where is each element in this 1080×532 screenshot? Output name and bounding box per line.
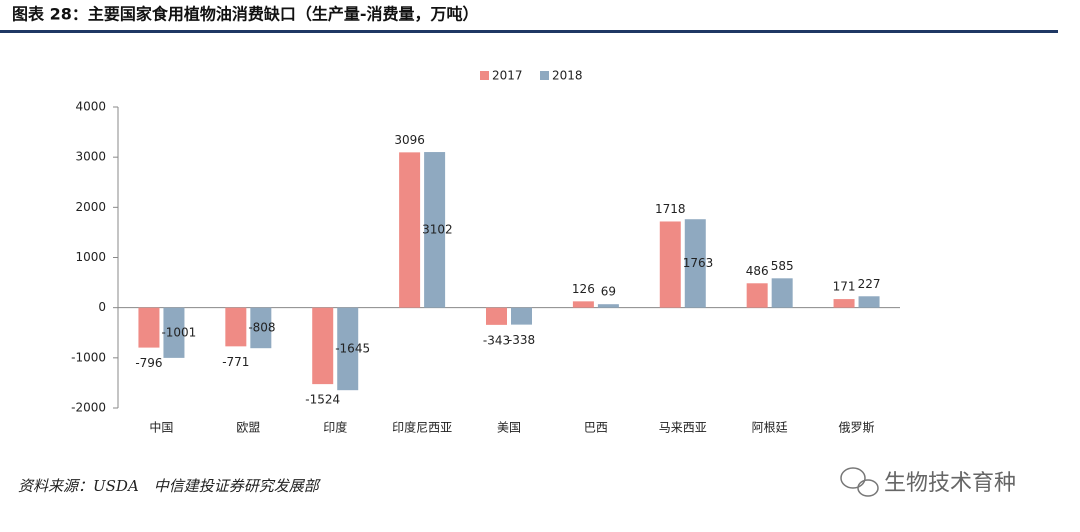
- bar: [424, 152, 446, 308]
- bar: [511, 307, 532, 325]
- legend-label: 2018: [552, 69, 583, 83]
- bar: [659, 221, 681, 308]
- watermark: 生物技术育种: [884, 471, 1016, 496]
- x-tick-label: 马来西亚: [659, 421, 707, 435]
- y-tick-label: -1000: [71, 350, 106, 364]
- x-tick-label: 印度: [323, 420, 347, 435]
- data-label: -338: [508, 333, 535, 347]
- data-label: 486: [746, 264, 769, 278]
- data-label: 69: [601, 285, 616, 299]
- watermark-icon: [840, 467, 879, 497]
- data-label: 227: [858, 277, 881, 291]
- x-tick-label: 印度尼西亚: [392, 420, 452, 435]
- bar: [572, 301, 594, 308]
- chart-title: 图表 28：主要国家食用植物油消费缺口（生产量-消费量，万吨）: [12, 5, 478, 24]
- bar: [399, 152, 421, 308]
- source-note: 资料来源：USDA 中信建投证券研究发展部: [18, 477, 322, 495]
- bar: [597, 304, 619, 308]
- x-tick-label: 美国: [497, 421, 521, 435]
- data-label: 3096: [394, 133, 425, 147]
- title-rule: [0, 30, 1058, 33]
- bar: [684, 219, 706, 308]
- data-label: -1645: [335, 341, 370, 355]
- data-label: -343: [483, 333, 510, 347]
- data-label: 1763: [683, 256, 714, 270]
- bar: [138, 307, 160, 348]
- data-label: 126: [572, 282, 595, 296]
- data-label: 3102: [422, 222, 453, 236]
- x-tick-label: 俄罗斯: [839, 421, 875, 435]
- data-label: -1524: [305, 393, 340, 407]
- y-tick-label: 1000: [75, 250, 106, 264]
- bar: [486, 307, 507, 325]
- bar: [833, 299, 855, 308]
- bar: [312, 307, 334, 385]
- bar: [250, 307, 272, 349]
- x-tick-label: 巴西: [584, 421, 608, 435]
- data-label: 1718: [655, 202, 686, 216]
- bar: [163, 307, 185, 358]
- data-label: -796: [135, 356, 162, 370]
- legend-label: 2017: [492, 69, 523, 83]
- y-tick-label: 4000: [75, 100, 106, 114]
- data-label: -808: [248, 320, 275, 334]
- x-tick-label: 中国: [149, 420, 173, 435]
- y-tick-label: 2000: [75, 200, 106, 214]
- y-tick-label: -2000: [71, 401, 106, 415]
- data-label: 171: [833, 280, 856, 294]
- x-tick-label: 欧盟: [236, 421, 260, 435]
- data-label: -1001: [161, 325, 196, 339]
- x-tick-label: 阿根廷: [752, 421, 788, 435]
- data-label: -771: [222, 355, 249, 369]
- legend-swatch: [540, 71, 549, 80]
- y-tick-label: 3000: [75, 150, 106, 164]
- bar: [746, 283, 768, 308]
- data-label: 585: [771, 259, 794, 273]
- bar: [225, 307, 247, 347]
- bar: [337, 307, 359, 391]
- bar: [858, 296, 880, 308]
- bar: [771, 278, 793, 308]
- y-tick-label: 0: [98, 300, 106, 314]
- legend-swatch: [480, 71, 489, 80]
